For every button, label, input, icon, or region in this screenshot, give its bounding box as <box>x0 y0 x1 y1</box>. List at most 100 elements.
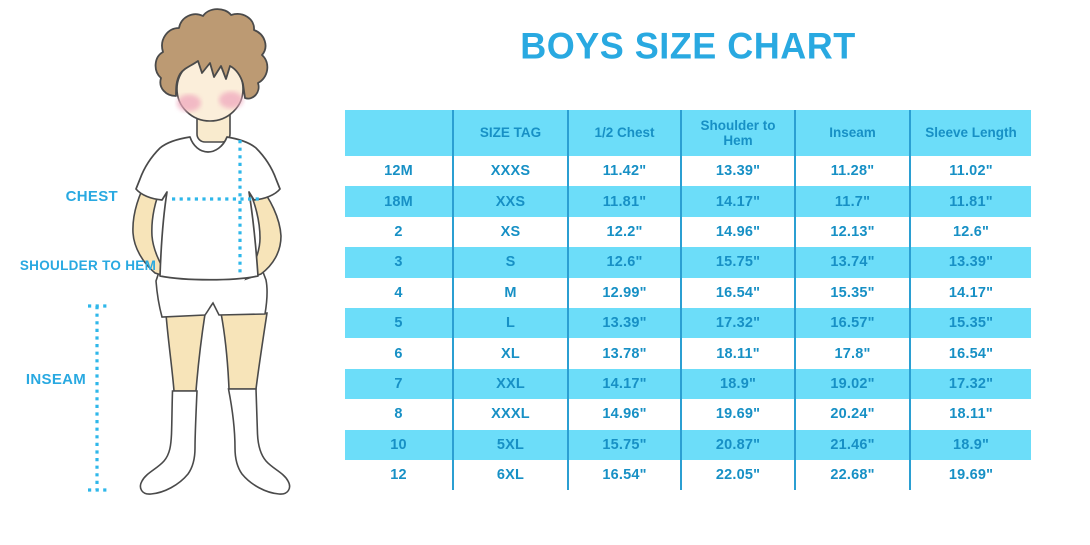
table-row: 10 5XL 15.75" 20.87" 21.46" 18.9" <box>345 429 1031 460</box>
measurement-cell: 15.75" <box>682 247 796 278</box>
measurement-cell: 11.28" <box>796 156 911 187</box>
table-row: 5 L 13.39" 17.32" 16.57" 15.35" <box>345 307 1031 339</box>
measurement-cell: 20.24" <box>796 399 911 430</box>
measurement-guides <box>88 140 263 492</box>
left-leg <box>165 313 206 392</box>
column-header-inseam: Inseam <box>796 110 911 156</box>
size-cell: 7 <box>345 368 454 400</box>
size-tag-cell: XL <box>454 338 569 369</box>
page-title: BOYS SIZE CHART <box>520 24 856 67</box>
measurement-cell: 12.6" <box>952 223 990 240</box>
measurement-cell: 18.11" <box>682 338 796 369</box>
size-cell: 4 <box>345 277 454 308</box>
measurement-cell: 12.6" <box>569 247 682 278</box>
measurement-cell: 12.99" <box>569 277 682 308</box>
measurement-cell: 22.05" <box>682 459 796 491</box>
size-cell: 3 <box>345 247 454 278</box>
table-row: 6 XL 13.78" 18.11" 17.8" 16.54" <box>345 338 1031 369</box>
measurement-cell: 12.2" <box>569 216 682 248</box>
measurement-cell: 22.68" <box>796 459 911 491</box>
size-cell: 12 <box>345 459 454 491</box>
table-row: 7 XXL 14.17" 18.9" 19.02" 17.32" <box>345 368 1031 400</box>
boy-illustration: CHEST SHOULDER TO HEM INSEAM <box>0 0 340 545</box>
table-row: 12 6XL 16.54" 22.05" 22.68" 19.69" <box>345 459 1031 491</box>
table-row: 8 XXXL 14.96" 19.69" 20.24" 18.11" <box>345 399 1031 430</box>
measurement-cell: 13.78" <box>569 338 682 369</box>
measurement-cell: 13.74" <box>796 247 911 278</box>
size-tag-cell: S <box>454 247 569 278</box>
measurement-cell: 12.13" <box>796 216 911 248</box>
column-header-blank <box>345 110 454 156</box>
measurement-cell: 16.57" <box>796 307 911 339</box>
size-cell: 2 <box>345 216 454 248</box>
right-sock <box>227 388 291 495</box>
measurement-cell: 20.87" <box>682 429 796 460</box>
size-tag-cell: XXS <box>454 186 569 217</box>
measurement-cell: 17.32" <box>948 375 994 392</box>
size-cell: 10 <box>345 429 454 460</box>
measurement-cell: 15.35" <box>796 277 911 308</box>
measurement-cell: 11.7" <box>796 186 911 217</box>
inseam-label: INSEAM <box>25 371 87 388</box>
left-cheek-blush <box>177 94 201 112</box>
size-tag-cell: L <box>454 307 569 339</box>
size-tag-cell: XXXL <box>454 399 569 430</box>
measurement-cell: 19.69" <box>682 399 796 430</box>
size-tag-cell: XS <box>454 216 569 248</box>
measurement-cell: 11.42" <box>569 156 682 187</box>
size-tag-cell: XXXS <box>454 156 569 187</box>
column-header-sleeve-length: Sleeve Length <box>925 125 1017 141</box>
measurement-cell: 16.54" <box>682 277 796 308</box>
table-row: 3 S 12.6" 15.75" 13.74" 13.39" <box>345 247 1031 278</box>
measurement-cell: 11.02" <box>949 163 993 180</box>
size-table: SIZE TAG 1/2 Chest Shoulder to Hem Insea… <box>345 110 1031 491</box>
measurement-cell: 16.54" <box>948 345 994 362</box>
size-table-body: 12M XXXS 11.42" 13.39" 11.28" 11.02" 18M XXS 11.… <box>345 156 1031 491</box>
measurement-cell: 19.69" <box>948 467 994 484</box>
t-shirt <box>135 136 281 281</box>
table-row: 18M XXS 11.81" 14.17" 11.7" 11.81" <box>345 186 1031 217</box>
measurement-cell: 14.17" <box>569 368 682 400</box>
shoulder-to-hem-label: SHOULDER TO HEM <box>19 258 157 273</box>
column-header-shoulder-hem: Shoulder to Hem <box>682 110 796 156</box>
table-row: 4 M 12.99" 16.54" 15.35" 14.17" <box>345 277 1031 308</box>
measurement-cell: 15.75" <box>569 429 682 460</box>
measurement-cell: 18.11" <box>949 406 993 423</box>
table-header-row: SIZE TAG 1/2 Chest Shoulder to Hem Insea… <box>345 110 1031 156</box>
measurement-cell: 18.9" <box>952 436 990 453</box>
size-tag-cell: M <box>454 277 569 308</box>
measurement-cell: 15.35" <box>948 315 994 332</box>
size-cell: 5 <box>345 307 454 339</box>
measurement-cell: 13.39" <box>948 254 994 271</box>
measurement-cell: 18.9" <box>682 368 796 400</box>
measurement-cell: 21.46" <box>796 429 911 460</box>
measurement-cell: 14.96" <box>682 216 796 248</box>
measurement-cell: 17.32" <box>682 307 796 339</box>
measurement-cell: 11.81" <box>569 186 682 217</box>
left-sock <box>139 390 198 495</box>
size-tag-cell: 6XL <box>454 459 569 491</box>
measurement-cell: 11.81" <box>949 193 993 210</box>
size-tag-cell: XXL <box>454 368 569 400</box>
right-cheek-blush <box>219 91 243 109</box>
measurement-cell: 14.17" <box>682 186 796 217</box>
chest-label: CHEST <box>65 188 118 205</box>
right-leg <box>220 312 268 390</box>
measurement-cell: 14.17" <box>948 284 994 301</box>
size-cell: 6 <box>345 338 454 369</box>
column-header-size-tag: SIZE TAG <box>454 110 569 156</box>
boy-figure-drawing <box>88 8 291 495</box>
measurement-cell: 16.54" <box>569 459 682 491</box>
size-cell: 18M <box>345 186 454 217</box>
column-header-half-chest: 1/2 Chest <box>569 110 682 156</box>
measurement-cell: 19.02" <box>796 368 911 400</box>
size-cell: 12M <box>345 156 454 187</box>
size-tag-cell: 5XL <box>454 429 569 460</box>
size-cell: 8 <box>345 399 454 430</box>
measurement-cell: 13.39" <box>569 307 682 339</box>
table-row: 12M XXXS 11.42" 13.39" 11.28" 11.02" <box>345 156 1031 187</box>
measurement-cell: 13.39" <box>682 156 796 187</box>
measurement-cell: 14.96" <box>569 399 682 430</box>
hair <box>154 8 269 100</box>
